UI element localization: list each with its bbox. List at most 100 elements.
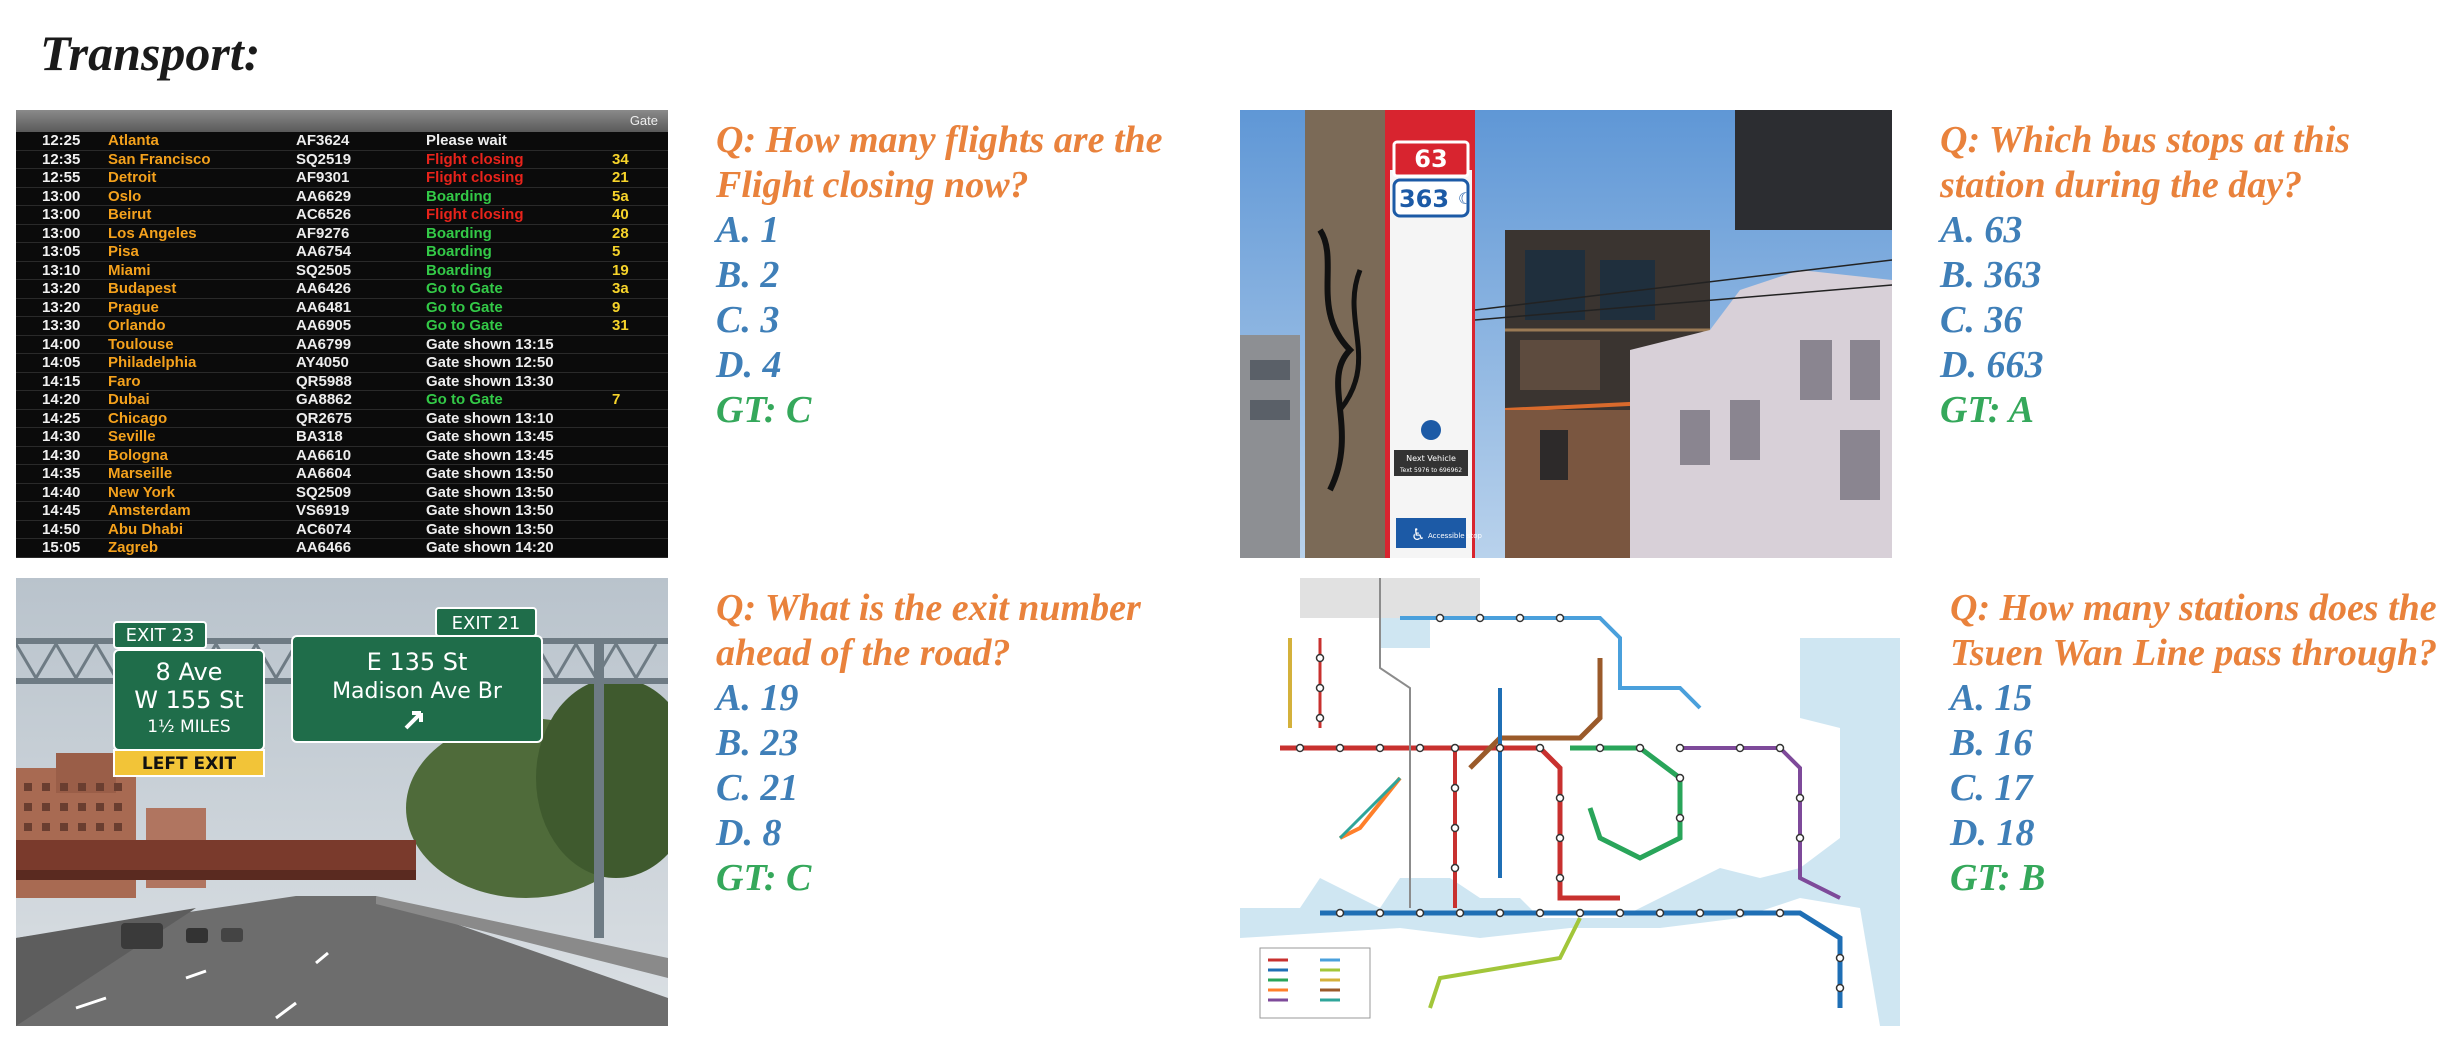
flight-status: Gate shown 13:50 [426,520,554,538]
flight-destination: Los Angeles [108,224,197,242]
flight-row: 12:55 Detroit AF9301 Flight closing 21 [16,169,668,188]
flight-board-rows: 12:25 Atlanta AF3624 Please wait 12:35 San Fr… [16,132,668,558]
flight-row: 14:35 Marseille AA6604 Gate shown 13:50 [16,465,668,484]
moon-icon: ☾ [1458,189,1472,208]
flight-destination: Amsterdam [108,502,191,519]
question-line: Q: What is the exit number [716,587,1141,629]
flight-row: 14:30 Bologna AA6610 Gate shown 13:45 [16,446,668,465]
flight-destination: Pisa [108,243,139,260]
flight-destination: Seville [108,428,156,445]
sign-w-155-st: W 155 St [134,686,243,714]
flight-time: 13:10 [42,261,81,279]
option-a: A. 63 [1940,209,2023,251]
flight-status: Gate shown 14:20 [426,539,554,556]
flight-time: 13:30 [42,317,81,334]
flight-gate: 5a [612,187,629,205]
flight-number: AC6526 [296,206,352,223]
flight-destination: Chicago [108,409,168,427]
flight-time: 14:45 [42,502,81,519]
flight-row: 12:35 San Francisco SQ2519 Flight closing 34 [16,150,668,169]
flight-time: 13:20 [42,298,81,316]
flight-gate: 21 [612,169,629,186]
sign-8-ave: 8 Ave [156,658,223,686]
ground-truth: GT: A [1940,389,2034,431]
flight-status: Boarding [426,243,492,260]
flight-row: 14:45 Amsterdam VS6919 Gate shown 13:50 [16,502,668,521]
flight-row: 13:20 Budapest AA6426 Go to Gate 3a [16,280,668,299]
ground-truth: GT: C [716,389,812,431]
flight-row: 13:10 Miami SQ2505 Boarding 19 [16,261,668,280]
option-b: B. 16 [1950,722,2033,764]
flight-destination: Abu Dhabi [108,520,183,538]
flight-gate: 7 [612,391,621,408]
flight-status: Gate shown 13:15 [426,335,554,353]
exit-23-tab: EXIT 23 [126,625,195,646]
flight-row: 14:15 Faro QR5988 Gate shown 13:30 [16,372,668,391]
option-a: A. 15 [1950,677,2033,719]
flight-destination: Beirut [108,206,152,223]
ground-truth: GT: B [1950,857,2046,899]
flight-number: AA6466 [296,539,352,556]
flight-time: 14:20 [42,391,81,408]
route-day-number: 63 [1414,145,1447,173]
flight-board-header: Gate [16,110,668,132]
flight-number: AF9276 [296,224,350,242]
flight-number: SQ2519 [296,150,352,168]
flight-row: 14:20 Dubai GA8862 Go to Gate 7 [16,391,668,410]
route-night-number: 363 [1399,185,1449,213]
flight-destination: Zagreb [108,539,159,556]
flight-time: 14:15 [42,372,81,390]
flight-row: 12:25 Atlanta AF3624 Please wait [16,132,668,151]
question-line: station during the day? [1940,164,2303,206]
flight-number: GA8862 [296,391,352,408]
flight-destination: Dubai [108,391,150,408]
ground-truth: GT: C [716,857,812,899]
flight-status: Go to Gate [426,298,503,316]
flight-status: Gate shown 13:10 [426,409,554,427]
flight-gate: 28 [612,224,629,242]
flight-status: Gate shown 13:45 [426,446,554,464]
flight-time: 14:40 [42,483,81,501]
option-a: A. 19 [716,677,799,719]
wheelchair-icon: ♿ [1411,525,1425,544]
flight-number: AF9301 [296,169,350,186]
flight-time: 12:55 [42,169,81,186]
qa-block-2: Q: Which bus stops at this station durin… [1940,118,2350,433]
flight-time: 13:20 [42,280,81,297]
flight-number: AA6629 [296,187,352,205]
flight-time: 13:05 [42,243,81,260]
question-line: ahead of the road? [716,632,1011,674]
flight-row: 13:05 Pisa AA6754 Boarding 5 [16,243,668,262]
flight-gate: 40 [612,206,629,223]
bus-stop-image: 63 363 ☾ Next Vehicle Text 5976 to 69696… [1240,110,1892,558]
flight-destination: Marseille [108,465,173,482]
flight-status: Flight closing [426,169,524,186]
qa-block-4: Q: How many stations does the Tsuen Wan … [1950,586,2437,901]
flight-status: Boarding [426,187,492,205]
flight-row: 15:05 Zagreb AA6466 Gate shown 14:20 [16,539,668,558]
flight-status: Gate shown 13:50 [426,502,554,519]
option-d: D. 4 [716,344,782,386]
flight-number: AA6754 [296,243,352,260]
option-b: B. 363 [1940,254,2042,296]
flight-destination: Toulouse [108,335,174,353]
flight-status: Boarding [426,261,492,279]
flight-time: 14:00 [42,335,81,353]
flight-number: AA6426 [296,280,352,297]
flight-destination: Faro [108,372,141,390]
flight-number: AA6610 [296,446,352,464]
flight-time: 13:00 [42,187,81,205]
flight-row: 14:25 Chicago QR2675 Gate shown 13:10 [16,409,668,428]
flight-gate: 5 [612,243,621,260]
flight-destination: Oslo [108,187,142,205]
flight-number: AA6905 [296,317,352,334]
question-line: Flight closing now? [716,164,1029,206]
question-line: Q: Which bus stops at this [1940,119,2351,161]
next-vehicle-label: Next Vehicle [1406,454,1456,463]
option-d: D. 18 [1950,812,2035,854]
flight-number: QR2675 [296,409,352,427]
flight-destination: Bologna [108,446,168,464]
option-c: C. 36 [1940,299,2023,341]
flight-row: 13:00 Beirut AC6526 Flight closing 40 [16,206,668,225]
flight-time: 14:35 [42,465,81,482]
